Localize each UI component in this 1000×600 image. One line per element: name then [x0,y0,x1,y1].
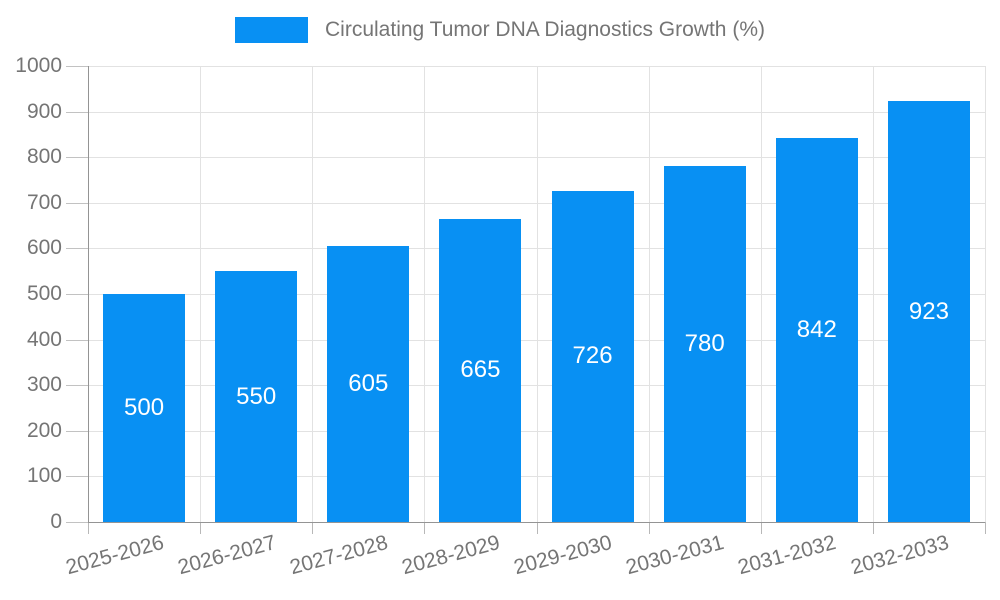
bar[interactable] [663,166,746,522]
h-gridline [88,111,985,113]
legend-swatch-icon [235,17,309,43]
y-tick-label: 0 [50,510,62,533]
v-gridline [985,66,986,522]
bar[interactable] [551,190,634,522]
y-tick-label: 300 [26,373,62,397]
x-tick-label: 2028-2029 [399,531,503,580]
v-gridline [760,66,762,522]
y-tick-label: 1000 [15,54,62,77]
x-tick-label: 2026-2027 [175,531,279,580]
y-tick-label: 500 [26,282,62,305]
v-gridline [872,66,874,522]
y-axis-line [88,66,89,522]
y-tick-label: 600 [26,236,62,260]
x-tick [88,522,89,534]
v-gridline [648,66,650,522]
y-tick [66,111,88,113]
bar[interactable] [103,294,186,522]
y-tick-label: 200 [26,418,62,442]
bar[interactable] [775,138,858,522]
x-tick-label: 2030-2031 [623,531,727,580]
h-gridline [88,66,985,67]
y-tick-label: 400 [26,327,62,351]
x-axis-line [88,522,985,523]
legend-label: Circulating Tumor DNA Diagnostics Growth… [325,18,765,41]
y-tick [66,66,88,67]
x-tick [872,522,874,534]
y-tick [66,202,88,204]
y-tick-label: 800 [26,145,62,169]
v-gridline [200,66,202,522]
y-tick-label: 900 [26,99,62,123]
x-tick-label: 2029-2030 [511,531,615,580]
y-tick [66,476,88,478]
v-gridline [424,66,426,522]
x-tick [424,522,426,534]
bar[interactable] [327,246,410,522]
bar[interactable] [439,218,522,522]
y-tick [66,522,88,523]
v-gridline [536,66,538,522]
x-tick [760,522,762,534]
y-tick [66,248,88,250]
x-tick [985,522,986,534]
y-tick-label: 700 [26,190,62,214]
x-tick-label: 2032-2033 [847,531,951,580]
x-tick [536,522,538,534]
x-tick [648,522,650,534]
y-tick [66,385,88,387]
x-tick [312,522,314,534]
bar[interactable] [215,271,298,522]
x-tick-label: 2027-2028 [287,531,391,580]
x-tick-label: 2025-2026 [63,531,167,580]
x-tick [200,522,202,534]
v-gridline [312,66,314,522]
y-tick [66,339,88,341]
y-tick [66,430,88,432]
legend[interactable]: Circulating Tumor DNA Diagnostics Growth… [0,17,1000,43]
y-tick-label: 100 [26,464,62,488]
y-tick [66,294,88,295]
y-tick [66,157,88,159]
x-tick-label: 2031-2032 [735,531,839,580]
bar[interactable] [887,101,970,522]
